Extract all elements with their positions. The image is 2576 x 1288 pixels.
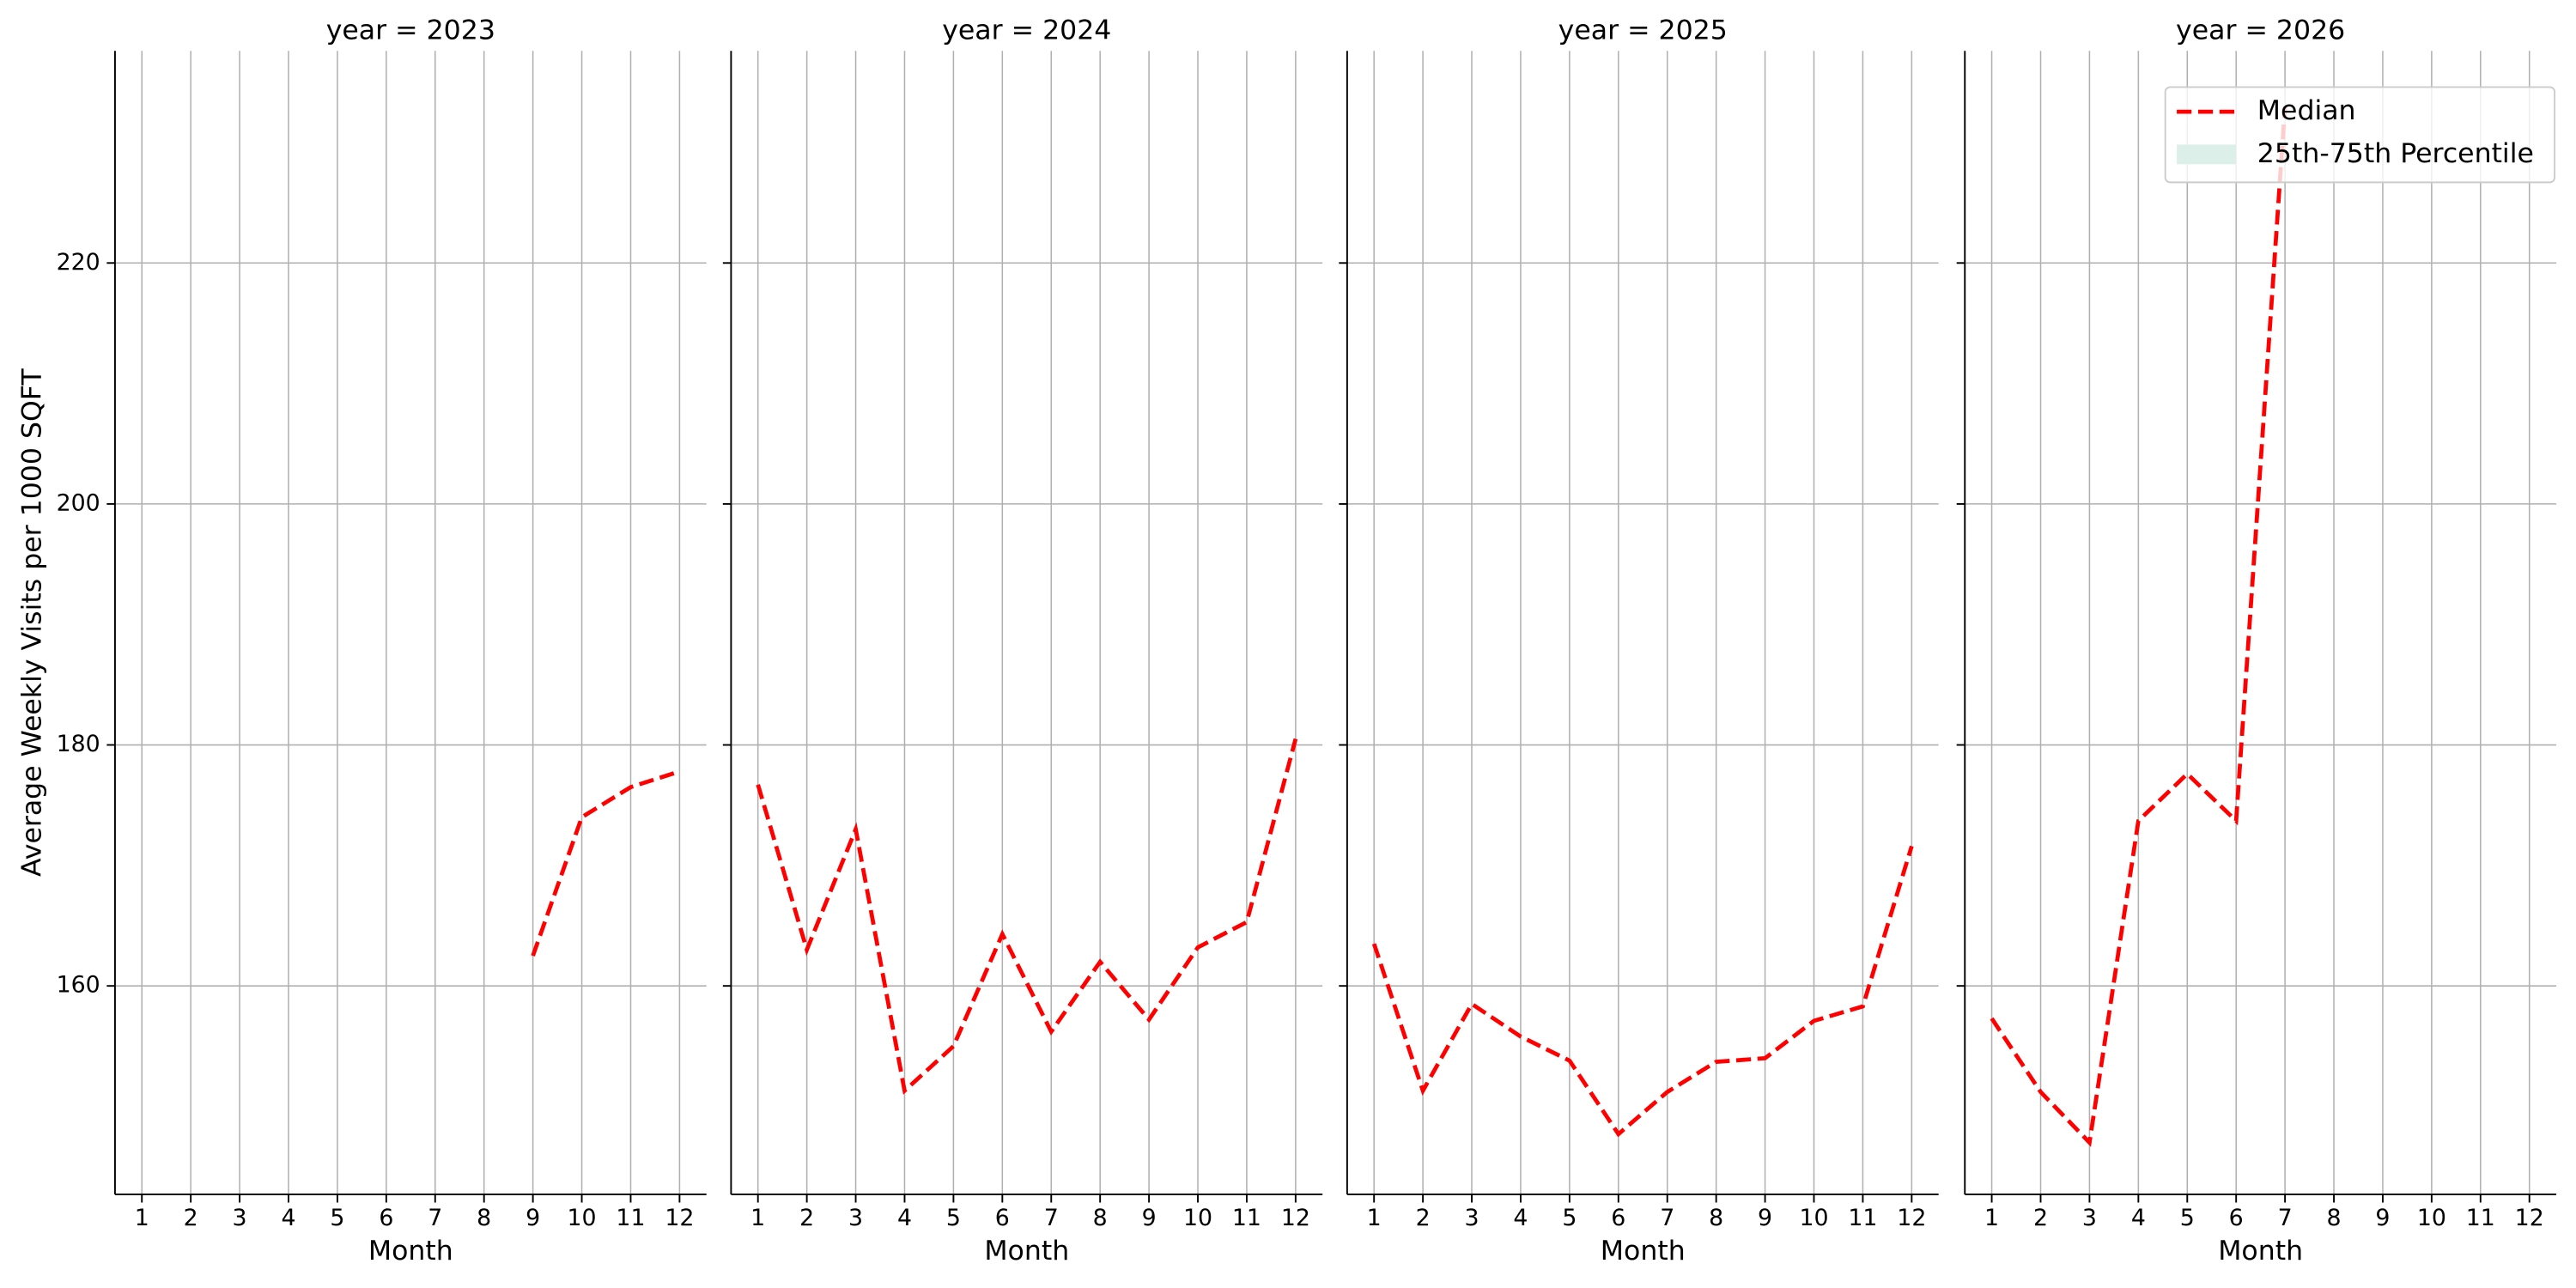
x-tick-label: 5 <box>330 1205 344 1231</box>
x-tick-label: 3 <box>1465 1205 1479 1231</box>
x-tick-label: 11 <box>1848 1205 1877 1231</box>
x-tick-label: 11 <box>1232 1205 1261 1231</box>
x-tick-label: 1 <box>1984 1205 1999 1231</box>
x-tick-label: 8 <box>1093 1205 1108 1231</box>
x-tick-label: 1 <box>750 1205 765 1231</box>
x-tick-label: 12 <box>2515 1205 2544 1231</box>
median-line <box>531 769 681 957</box>
x-tick-label: 5 <box>1562 1205 1577 1231</box>
median-line <box>1371 845 1914 1138</box>
x-tick-label: 9 <box>2375 1205 2390 1231</box>
x-tick-label: 10 <box>2417 1205 2446 1231</box>
facet-title: year = 2024 <box>942 15 1111 46</box>
x-tick-label: 5 <box>946 1205 961 1231</box>
x-tick-label: 8 <box>2327 1205 2342 1231</box>
x-tick-label: 9 <box>526 1205 540 1231</box>
median-line <box>756 738 1298 1095</box>
x-tick-label: 7 <box>2278 1205 2293 1231</box>
x-tick-label: 8 <box>477 1205 491 1231</box>
facet-title: year = 2026 <box>2176 15 2345 46</box>
legend-swatch <box>2177 144 2236 165</box>
x-tick-label: 3 <box>233 1205 247 1231</box>
x-tick-label: 5 <box>2180 1205 2195 1231</box>
x-axis-label: Month <box>2218 1236 2303 1267</box>
x-tick-label: 6 <box>995 1205 1010 1231</box>
y-tick-label: 160 <box>57 972 100 999</box>
x-tick-label: 12 <box>1897 1205 1926 1231</box>
x-tick-label: 2 <box>184 1205 198 1231</box>
x-tick-label: 3 <box>848 1205 863 1231</box>
x-tick-label: 12 <box>1281 1205 1310 1231</box>
x-tick-label: 6 <box>1611 1205 1625 1231</box>
x-tick-label: 3 <box>2082 1205 2097 1231</box>
x-tick-label: 11 <box>616 1205 645 1231</box>
x-tick-label: 6 <box>379 1205 393 1231</box>
x-axis-label: Month <box>368 1236 453 1267</box>
x-tick-label: 10 <box>1799 1205 1828 1231</box>
x-tick-label: 8 <box>1709 1205 1723 1231</box>
x-tick-label: 7 <box>1660 1205 1674 1231</box>
x-tick-label: 4 <box>2131 1205 2146 1231</box>
x-axis-label: Month <box>984 1236 1069 1267</box>
x-tick-label: 9 <box>1142 1205 1157 1231</box>
y-tick-label: 180 <box>57 731 100 757</box>
x-tick-label: 10 <box>1183 1205 1212 1231</box>
legend-label: Median <box>2257 95 2356 126</box>
x-tick-label: 10 <box>568 1205 597 1231</box>
x-tick-label: 12 <box>665 1205 694 1231</box>
x-tick-label: 2 <box>799 1205 814 1231</box>
legend-label: 25th-75th Percentile <box>2257 138 2534 169</box>
x-tick-label: 7 <box>1044 1205 1059 1231</box>
facet-title: year = 2023 <box>326 15 495 46</box>
y-axis-label: Average Weekly Visits per 1000 SQFT <box>16 368 47 877</box>
x-tick-label: 1 <box>1367 1205 1382 1231</box>
x-tick-label: 2 <box>1416 1205 1431 1231</box>
x-tick-label: 4 <box>1513 1205 1528 1231</box>
x-tick-label: 4 <box>281 1205 295 1231</box>
y-tick-label: 200 <box>57 489 100 516</box>
x-tick-label: 4 <box>897 1205 912 1231</box>
x-tick-label: 11 <box>2466 1205 2495 1231</box>
facet-title: year = 2025 <box>1558 15 1728 46</box>
y-tick-label: 220 <box>57 249 100 276</box>
x-axis-label: Month <box>1601 1236 1686 1267</box>
x-tick-label: 2 <box>2033 1205 2048 1231</box>
x-tick-label: 1 <box>135 1205 149 1231</box>
x-tick-label: 7 <box>428 1205 442 1231</box>
median-line <box>1990 106 2287 1147</box>
legend-box <box>2164 86 2556 184</box>
x-tick-label: 6 <box>2229 1205 2244 1231</box>
x-tick-label: 9 <box>1758 1205 1772 1231</box>
